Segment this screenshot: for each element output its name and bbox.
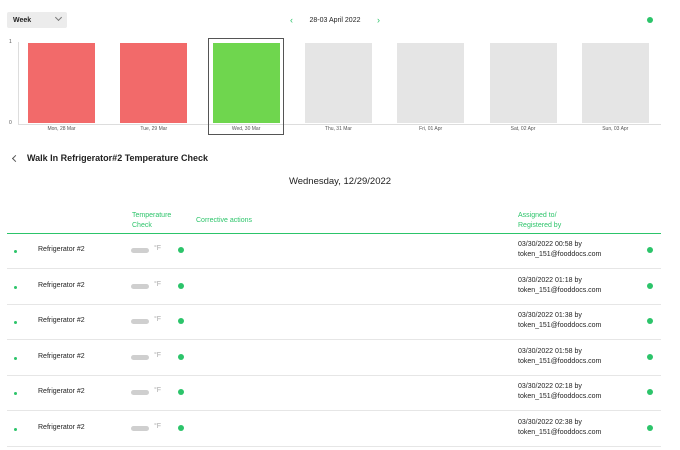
- temperature-value-placeholder: [131, 426, 149, 431]
- temperature-value-placeholder: [131, 248, 149, 253]
- page-title: Walk In Refrigerator#2 Temperature Check: [27, 153, 209, 163]
- assigned-info: 03/30/2022 01:58 by token_151@fooddocs.co…: [518, 347, 601, 367]
- y-tick-label: 1: [9, 39, 12, 45]
- date-navigation: ‹ 28-03 April 2022 ›: [290, 13, 380, 27]
- temperature-unit: °F: [154, 245, 162, 252]
- x-axis-line: [18, 124, 661, 125]
- temperature-ok-dot: [178, 282, 184, 289]
- equipment-name: Refrigerator #2: [38, 281, 85, 289]
- x-tick-label: Sun, 03 Apr: [602, 126, 629, 132]
- table-row[interactable]: Refrigerator #2 °F 03/30/2022 02:18 by toke…: [7, 376, 661, 412]
- column-header-line: Check: [132, 222, 152, 229]
- table-row[interactable]: Refrigerator #2 °F 03/30/2022 01:58 by toke…: [7, 341, 661, 376]
- weekly-bar-chart: 1 0 Mon, 28 Mar Tue, 29 Mar Wed, 30 Mar Thu…: [0, 30, 680, 140]
- column-header-line: Assigned to/: [518, 212, 557, 219]
- registered-time: 03/30/2022 01:38 by: [518, 312, 582, 320]
- temperature-unit: °F: [154, 423, 162, 430]
- x-tick-label: Sat, 02 Apr: [510, 126, 536, 132]
- temperature-unit: °F: [154, 280, 162, 288]
- row-status-dot: [647, 353, 653, 360]
- registered-user: token_151@fooddocs.com: [518, 322, 602, 330]
- row-marker-dot: [14, 428, 17, 431]
- temperature-value-placeholder: [131, 390, 149, 396]
- row-status-dot: [647, 247, 653, 253]
- temperature-unit: °F: [154, 387, 162, 395]
- registered-time: 03/30/2022 02:38 by: [518, 419, 582, 426]
- registered-user: token_151@fooddocs.com: [518, 393, 602, 401]
- row-status-dot: [647, 425, 653, 431]
- chart-bar[interactable]: [212, 43, 280, 123]
- temperature-value-placeholder: [131, 354, 149, 360]
- temperature-unit: °F: [154, 316, 162, 324]
- table-row[interactable]: Refrigerator #2 °F 03/30/2022 00:58 by toke…: [7, 234, 661, 269]
- column-header-temperature[interactable]: Temperature Check: [132, 211, 171, 231]
- registered-user: token_151@fooddocs.com: [518, 357, 602, 365]
- table-row[interactable]: Refrigerator #2 °F 03/30/2022 02:38 by toke…: [7, 412, 661, 447]
- prev-week-button[interactable]: ‹: [290, 14, 293, 25]
- row-marker-dot: [14, 285, 17, 289]
- y-tick-label: 0: [9, 120, 12, 126]
- column-header-corrective[interactable]: Corrective actions: [196, 217, 253, 224]
- chart-bar[interactable]: [397, 43, 465, 123]
- row-marker-dot: [14, 392, 17, 396]
- x-tick-label: Thu, 31 Mar: [324, 126, 352, 132]
- temperature-ok-dot: [178, 318, 184, 325]
- back-chevron-icon[interactable]: [11, 154, 20, 163]
- registered-user: token_151@fooddocs.com: [518, 286, 602, 294]
- row-status-dot: [647, 389, 653, 396]
- selected-day-highlight: [208, 38, 284, 135]
- equipment-name: Refrigerator #2: [38, 388, 85, 396]
- header-divider: [7, 233, 661, 234]
- assigned-info: 03/30/2022 02:18 by token_151@fooddocs.co…: [518, 382, 601, 402]
- temperature-ok-dot: [178, 353, 184, 360]
- next-week-button[interactable]: ›: [376, 14, 380, 25]
- table-row[interactable]: Refrigerator #2 °F 03/30/2022 01:38 by toke…: [7, 305, 661, 341]
- registered-user: token_151@fooddocs.com: [518, 251, 602, 258]
- period-select[interactable]: Week: [7, 12, 67, 28]
- period-select-value: Week: [13, 16, 32, 24]
- assigned-info: 03/30/2022 01:18 by token_151@fooddocs.co…: [518, 276, 601, 296]
- column-header-line: Temperature: [132, 212, 172, 219]
- row-status-dot: [647, 282, 653, 289]
- assigned-info: 03/30/2022 02:38 by token_151@fooddocs.co…: [518, 418, 601, 438]
- registered-time: 03/30/2022 01:58 by: [518, 347, 582, 355]
- equipment-name: Refrigerator #2: [38, 246, 85, 253]
- day-heading: Wednesday, 12/29/2022: [288, 176, 392, 187]
- chart-bar[interactable]: [489, 43, 557, 123]
- temperature-ok-dot: [178, 425, 184, 431]
- column-header-line: Registered by: [518, 222, 562, 229]
- temperature-value-placeholder: [131, 319, 149, 325]
- x-tick-label: Mon, 28 Mar: [47, 126, 76, 132]
- temperature-value-placeholder: [131, 283, 149, 289]
- registered-time: 03/30/2022 00:58 by: [518, 241, 582, 248]
- registered-time: 03/30/2022 02:18 by: [518, 383, 582, 391]
- registered-user: token_151@fooddocs.com: [518, 429, 602, 436]
- registered-time: 03/30/2022 01:18 by: [518, 276, 582, 284]
- equipment-name: Refrigerator #2: [38, 352, 85, 360]
- table-row[interactable]: Refrigerator #2 °F 03/30/2022 01:18 by toke…: [7, 270, 661, 305]
- temperature-unit: °F: [154, 351, 162, 359]
- temperature-ok-dot: [178, 247, 184, 253]
- equipment-name: Refrigerator #2: [38, 317, 85, 325]
- y-axis-line: [18, 42, 19, 124]
- row-marker-dot: [14, 321, 17, 325]
- x-tick-label: Tue, 29 Mar: [140, 126, 168, 132]
- chart-bar[interactable]: [304, 43, 372, 123]
- assigned-info: 03/30/2022 00:58 by token_151@fooddocs.co…: [518, 240, 601, 260]
- chart-bar[interactable]: [581, 43, 649, 123]
- row-marker-dot: [14, 356, 17, 360]
- x-tick-label: Fri, 01 Apr: [419, 126, 443, 132]
- row-marker-dot: [14, 250, 17, 253]
- assigned-info: 03/30/2022 01:38 by token_151@fooddocs.co…: [518, 311, 601, 331]
- connection-status-dot: [647, 17, 653, 23]
- row-status-dot: [647, 318, 653, 325]
- chevron-down-icon: [54, 13, 63, 22]
- x-tick-label: Wed, 30 Mar: [231, 126, 261, 132]
- equipment-name: Refrigerator #2: [38, 424, 85, 431]
- chart-bar[interactable]: [120, 43, 188, 123]
- column-header-assigned[interactable]: Assigned to/ Registered by: [518, 211, 561, 231]
- temperature-ok-dot: [178, 389, 184, 396]
- chart-bar[interactable]: [28, 43, 95, 123]
- date-range-label: 28-03 April 2022: [309, 16, 361, 24]
